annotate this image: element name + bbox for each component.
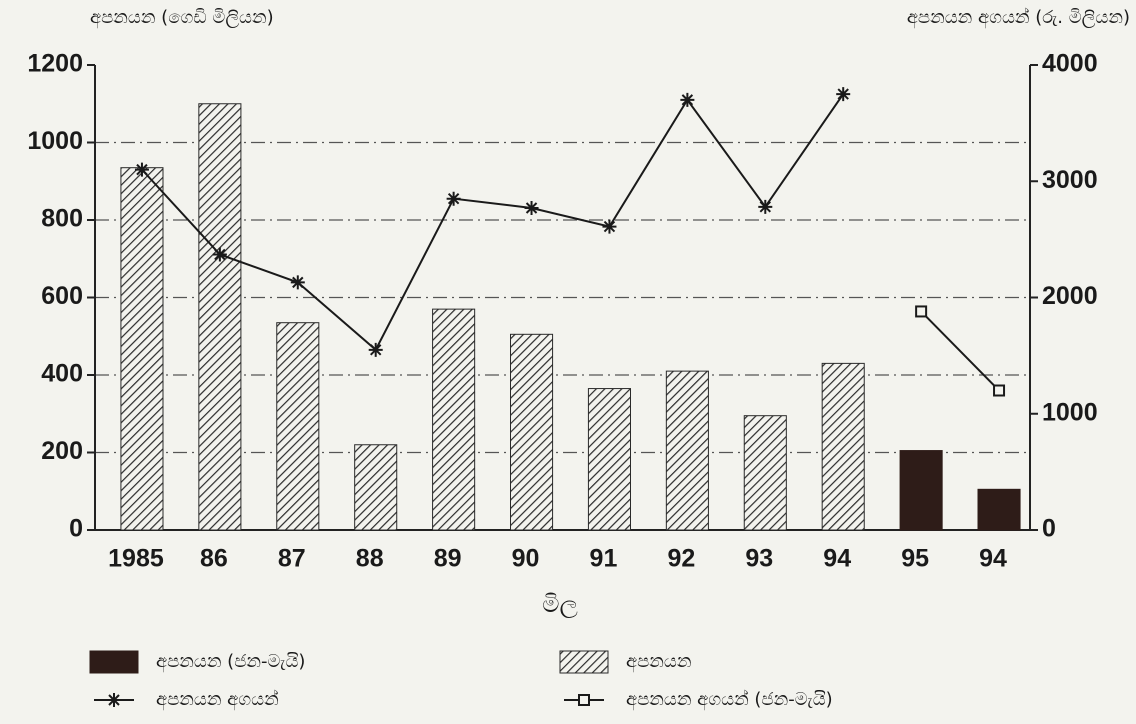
- x-tick-label: 92: [667, 545, 695, 573]
- y2-tick-label: 4000: [1042, 50, 1098, 78]
- x-tick-label: 95: [901, 545, 929, 573]
- y-tick-label: 600: [41, 282, 83, 310]
- x-tick-label: 94: [823, 545, 851, 573]
- x-tick-label: 89: [434, 545, 462, 573]
- x-tick-label: 90: [512, 545, 540, 573]
- marker: [836, 87, 851, 102]
- x-axis-label: මිල: [542, 590, 578, 618]
- line: [920, 310, 1000, 392]
- bar: [899, 450, 943, 531]
- marker: [368, 342, 383, 357]
- legend-label: අපනයන අගයන් (ජන-මැයි): [626, 689, 833, 711]
- bar: [354, 444, 398, 531]
- legend-swatch: [89, 650, 139, 674]
- y2-tick-label: 0: [1042, 515, 1056, 543]
- marker: [290, 275, 305, 290]
- marker: [524, 200, 539, 215]
- y-tick-label: 800: [41, 205, 83, 233]
- bar: [821, 362, 865, 531]
- marker: [680, 92, 695, 107]
- marker: [993, 384, 1006, 397]
- x-tick-label: 94: [979, 545, 1007, 573]
- bar: [432, 308, 476, 531]
- y2-axis-label: අපනයන අගයන් (රු. මිලියන): [907, 7, 1130, 29]
- y-tick-label: 1200: [27, 50, 83, 78]
- marker: [446, 191, 461, 206]
- marker: [758, 199, 773, 214]
- x-tick-label: 87: [278, 545, 306, 573]
- line: [141, 93, 845, 352]
- marker: [107, 693, 121, 707]
- y2-tick-label: 1000: [1042, 398, 1098, 426]
- y-tick-label: 1000: [27, 127, 83, 155]
- marker: [578, 694, 590, 706]
- bar: [977, 488, 1021, 531]
- legend-label: අපනයන (ජන-මැයි): [156, 651, 305, 673]
- y-tick-label: 0: [69, 515, 83, 543]
- x-tick-label: 91: [590, 545, 618, 573]
- bar: [510, 333, 554, 531]
- x-tick-label: 93: [745, 545, 773, 573]
- bar: [587, 388, 631, 531]
- x-tick-label: 86: [200, 545, 228, 573]
- y-axis-label: අපනයන (ගෙඩි මිලියන): [90, 7, 274, 29]
- marker: [134, 162, 149, 177]
- legend-label: අපනයන අගයන්: [156, 689, 279, 711]
- marker: [915, 305, 928, 318]
- marker: [212, 247, 227, 262]
- marker: [602, 219, 617, 234]
- y2-tick-label: 2000: [1042, 282, 1098, 310]
- bar: [743, 415, 787, 531]
- bar: [120, 167, 164, 531]
- legend-label: අපනයන: [626, 651, 691, 673]
- bar: [665, 370, 709, 531]
- x-tick-label: 1985: [108, 545, 164, 573]
- x-tick-label: 88: [356, 545, 384, 573]
- y-tick-label: 200: [41, 437, 83, 465]
- bar: [276, 322, 320, 531]
- y2-tick-label: 3000: [1042, 166, 1098, 194]
- y-tick-label: 400: [41, 360, 83, 388]
- legend-swatch: [559, 650, 609, 674]
- bar: [198, 103, 242, 531]
